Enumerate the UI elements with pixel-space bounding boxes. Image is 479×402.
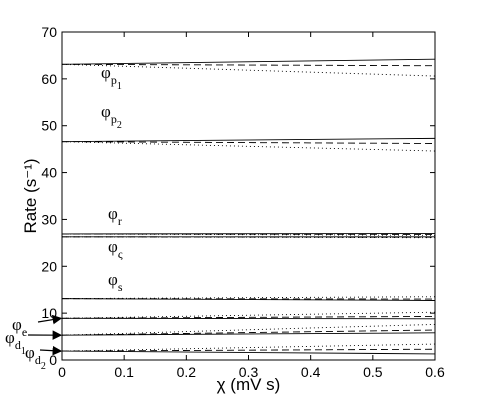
y-tick-label: 30 (41, 211, 57, 227)
series-label-sub: ς (118, 247, 123, 261)
series-label-2: φr (108, 204, 122, 228)
y-tick-label: 0 (49, 352, 57, 368)
series-lines (61, 58, 436, 355)
x-tick-label: 0.2 (177, 364, 197, 380)
series-label-subsub: 2 (117, 120, 122, 131)
y-tick-label: 40 (41, 165, 57, 181)
series-label-sub: d (15, 338, 21, 352)
y-tick-label: 70 (41, 24, 57, 40)
x-tick-label: 0.6 (425, 364, 445, 380)
series-label-4: φs (108, 270, 123, 294)
series-line-1-dashed (61, 141, 436, 144)
x-tick-label: 0 (58, 364, 66, 380)
series-line-1-dotted (61, 141, 436, 152)
series-line-5-dashed (61, 315, 436, 319)
y-tick-label: 50 (41, 118, 57, 134)
series-line-6-dashed (61, 329, 436, 336)
x-tick-label: 0.3 (239, 364, 259, 380)
y-tick-label: 60 (41, 71, 57, 87)
series-line-7-dashed (61, 348, 436, 352)
label-arrow-0 (37, 314, 63, 325)
series-label-subsub: 1 (117, 81, 122, 92)
series-line-0-dashed (61, 63, 436, 67)
y-tick-label: 20 (41, 258, 57, 274)
series-label-subsub: 2 (41, 361, 46, 372)
series-label-1: φp2 (101, 102, 122, 131)
series-label-3: φς (108, 237, 123, 261)
series-label-subsub: 1 (21, 346, 26, 357)
series-line-0-dotted (61, 63, 436, 77)
series-label-sub: p (111, 73, 117, 87)
series-line-6-solid (61, 332, 436, 336)
series-label-0: φp1 (101, 63, 122, 92)
series-label-sub: r (118, 214, 122, 228)
series-label-sub: e (22, 325, 27, 339)
x-axis-label: χ (mV s) (217, 375, 281, 394)
x-tick-label: 0.1 (114, 364, 134, 380)
series-line-7-dotted (61, 343, 436, 352)
series-line-7-solid (61, 350, 436, 355)
series-label-sub: p (111, 112, 117, 126)
x-tick-label: 0.4 (301, 364, 321, 380)
series-line-1-solid (61, 137, 436, 143)
y-axis-label: Rate (s⁻¹) (21, 158, 40, 233)
x-tick-label: 0.5 (363, 364, 383, 380)
series-line-0-solid (61, 58, 436, 65)
series-label-sub: d (35, 353, 41, 367)
series-label-sub: s (118, 280, 123, 294)
series-line-4-solid (61, 298, 436, 301)
label-arrow-2 (39, 345, 63, 356)
series-line-5-dotted (61, 311, 436, 319)
series-label-7: φd2 (25, 343, 46, 372)
